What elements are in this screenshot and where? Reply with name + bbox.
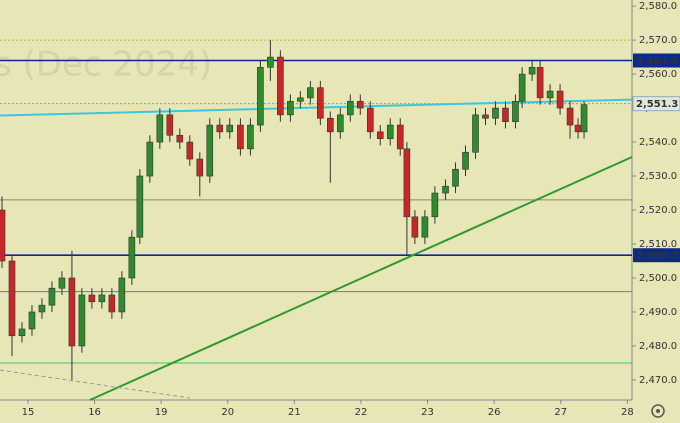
candle-body [78, 294, 86, 347]
candle-body [546, 90, 554, 99]
x-tick-label: 21 [288, 407, 301, 418]
level-label-box [633, 248, 680, 263]
candle-body [247, 124, 254, 150]
candle-body [136, 175, 144, 238]
x-tick-label: 28 [621, 407, 634, 418]
candle-body [48, 287, 56, 306]
candle-body [396, 124, 404, 150]
candle-body [18, 328, 26, 337]
level-label: 2,506.7 [636, 251, 678, 262]
candle-body [166, 114, 174, 136]
x-tick-label: 15 [22, 407, 35, 418]
candle-body [88, 294, 96, 303]
candle-body [346, 100, 354, 116]
candle-body [566, 107, 574, 126]
trend-line [0, 98, 633, 117]
y-tick-label: 2,530.0 [639, 171, 677, 182]
settings-icon-center [656, 409, 660, 413]
x-tick-label: 22 [355, 407, 368, 418]
candle-body [431, 192, 439, 218]
candle-body [411, 216, 419, 238]
y-tick-label: 2,560.0 [639, 69, 677, 80]
candle-body [237, 124, 244, 150]
candle-body [403, 148, 411, 218]
candle-body [257, 66, 264, 126]
candle-body [206, 124, 214, 177]
candle-body [108, 294, 116, 313]
candle-body [518, 73, 526, 102]
level-label: 2,551.3 [636, 99, 678, 110]
candle-body [98, 294, 106, 303]
candle-body [146, 141, 154, 177]
candle-body [28, 311, 36, 330]
y-tick-label: 2,520.0 [639, 205, 677, 216]
candle-body [118, 277, 126, 313]
watermark: s (Dec 2024) [0, 45, 212, 85]
candle-body [58, 277, 66, 289]
candle-body [267, 56, 274, 68]
candle-body [277, 56, 284, 116]
candle-body [128, 236, 136, 279]
candle-body [317, 87, 324, 119]
candle-body [38, 304, 46, 313]
x-tick-label: 27 [554, 407, 567, 418]
candle-body [176, 134, 184, 143]
candle-body [452, 168, 459, 187]
candle-body [327, 117, 334, 133]
candle-body [528, 66, 536, 75]
trend-line [89, 156, 633, 401]
x-tick-label: 23 [421, 407, 434, 418]
y-tick-label: 2,580.0 [639, 1, 677, 12]
y-tick-label: 2,490.0 [639, 307, 677, 318]
level-label-box [633, 53, 680, 68]
candle-body [482, 114, 489, 119]
y-tick-label: 2,510.0 [639, 239, 677, 250]
candle-body [421, 216, 429, 238]
candle-body [502, 107, 509, 122]
candle-body [68, 277, 76, 347]
candle-body [512, 100, 519, 122]
candle-body [574, 124, 582, 133]
y-tick-label: 2,570.0 [639, 35, 677, 46]
candle-body [156, 114, 164, 143]
candle-body [492, 107, 499, 119]
y-tick-label: 2,470.0 [639, 375, 677, 386]
candle-body [556, 90, 564, 109]
trend-line [0, 369, 190, 399]
candle-body [307, 87, 314, 99]
candle-body [196, 158, 204, 177]
x-tick-label: 26 [488, 407, 501, 418]
y-tick-label: 2,480.0 [639, 341, 677, 352]
candle-body [337, 114, 344, 133]
candle-body [462, 151, 469, 170]
candle-body [376, 131, 384, 139]
candle-body [580, 104, 588, 133]
candle-body [442, 185, 449, 194]
x-tick-label: 19 [155, 407, 168, 418]
candle-body [8, 260, 16, 337]
level-label-box [632, 96, 680, 112]
y-tick-label: 2,540.0 [639, 137, 677, 148]
x-tick-label: 16 [88, 407, 101, 418]
level-label: 2,564.0 [636, 56, 678, 67]
candle-body [186, 141, 194, 160]
candle-body [216, 124, 224, 133]
candle-body [472, 114, 479, 153]
candle-body [536, 66, 544, 99]
candle-body [287, 100, 294, 116]
candle-body [226, 124, 234, 133]
candle-body [356, 100, 364, 109]
candle-body [297, 97, 304, 102]
candle-body [386, 124, 394, 139]
y-tick-label: 2,500.0 [639, 273, 677, 284]
candle-body [366, 107, 374, 133]
settings-icon[interactable] [651, 404, 665, 418]
x-tick-label: 20 [221, 407, 234, 418]
candle-body [0, 209, 6, 262]
